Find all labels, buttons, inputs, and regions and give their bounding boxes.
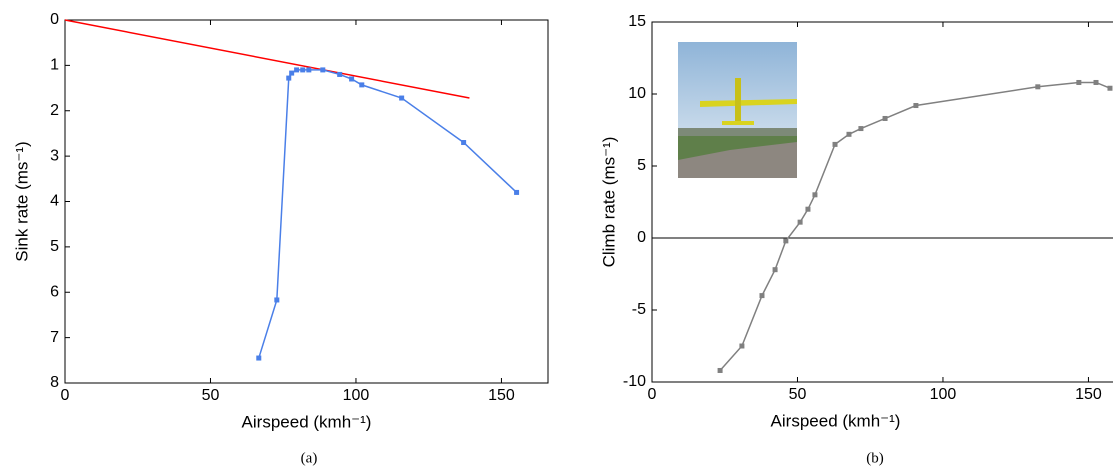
y-axis-label: Sink rate (ms⁻¹) (12, 141, 31, 261)
data-point (289, 70, 295, 76)
x-tick-label: 150 (1075, 386, 1102, 403)
data-point (797, 219, 803, 225)
data-line (258, 69, 518, 359)
x-tick-label: 50 (789, 386, 807, 403)
data-point (882, 115, 888, 121)
data-point (256, 355, 262, 361)
y-tick-label: 2 (50, 102, 59, 119)
data-point (783, 238, 789, 244)
x-axis-label: Airspeed (kmh⁻¹) (771, 411, 901, 430)
y-tick-label: 4 (50, 193, 59, 210)
y-tick-label: 5 (637, 157, 646, 174)
caption: (a) (301, 450, 318, 466)
data-point (812, 192, 818, 198)
data-point (805, 206, 811, 212)
y-tick-label: 0 (637, 229, 646, 246)
x-tick-label: 100 (930, 386, 957, 403)
data-point (1093, 79, 1099, 85)
y-tick-label: 6 (50, 283, 59, 300)
plot-frame (651, 21, 1113, 383)
data-point (274, 297, 280, 303)
data-point (300, 67, 306, 73)
x-tick-label: 150 (488, 387, 515, 404)
data-point (846, 131, 852, 137)
x-tick-label: 0 (61, 387, 70, 404)
y-tick-label: 7 (50, 329, 59, 346)
data-line (64, 19, 470, 99)
data-point (772, 267, 778, 273)
data-point (359, 82, 365, 88)
data-point (294, 67, 300, 73)
data-point (286, 75, 292, 81)
y-tick-label: -5 (632, 301, 646, 318)
y-tick-label: 5 (50, 238, 59, 255)
data-point (832, 141, 838, 147)
data-point (514, 189, 520, 195)
data-point (349, 76, 355, 82)
x-axis-label: Airspeed (kmh⁻¹) (242, 412, 372, 431)
data-point (759, 293, 765, 299)
data-point (337, 71, 343, 77)
y-tick-label: 0 (50, 11, 59, 28)
data-point (1107, 85, 1113, 91)
x-tick-label: 0 (648, 386, 657, 403)
y-tick-label: -10 (623, 373, 646, 390)
data-point (913, 103, 919, 109)
y-tick-label: 8 (50, 374, 59, 391)
y-tick-label: 3 (50, 147, 59, 164)
x-tick-label: 50 (202, 387, 220, 404)
data-point (399, 95, 405, 101)
data-point (1035, 84, 1041, 90)
x-tick-label: 100 (343, 387, 370, 404)
plot-frame (64, 19, 549, 384)
y-tick-label: 10 (628, 85, 646, 102)
data-point (320, 67, 326, 73)
caption: (b) (866, 450, 884, 466)
y-tick-label: 15 (628, 13, 646, 30)
data-point (461, 140, 467, 146)
data-point (1076, 79, 1082, 85)
inset-photo (678, 42, 797, 178)
y-tick-label: 1 (50, 57, 59, 74)
data-point (306, 67, 312, 73)
data-point (717, 367, 723, 373)
data-point (739, 343, 745, 349)
y-axis-label: Climb rate (ms⁻¹) (599, 137, 618, 268)
data-point (858, 126, 864, 132)
